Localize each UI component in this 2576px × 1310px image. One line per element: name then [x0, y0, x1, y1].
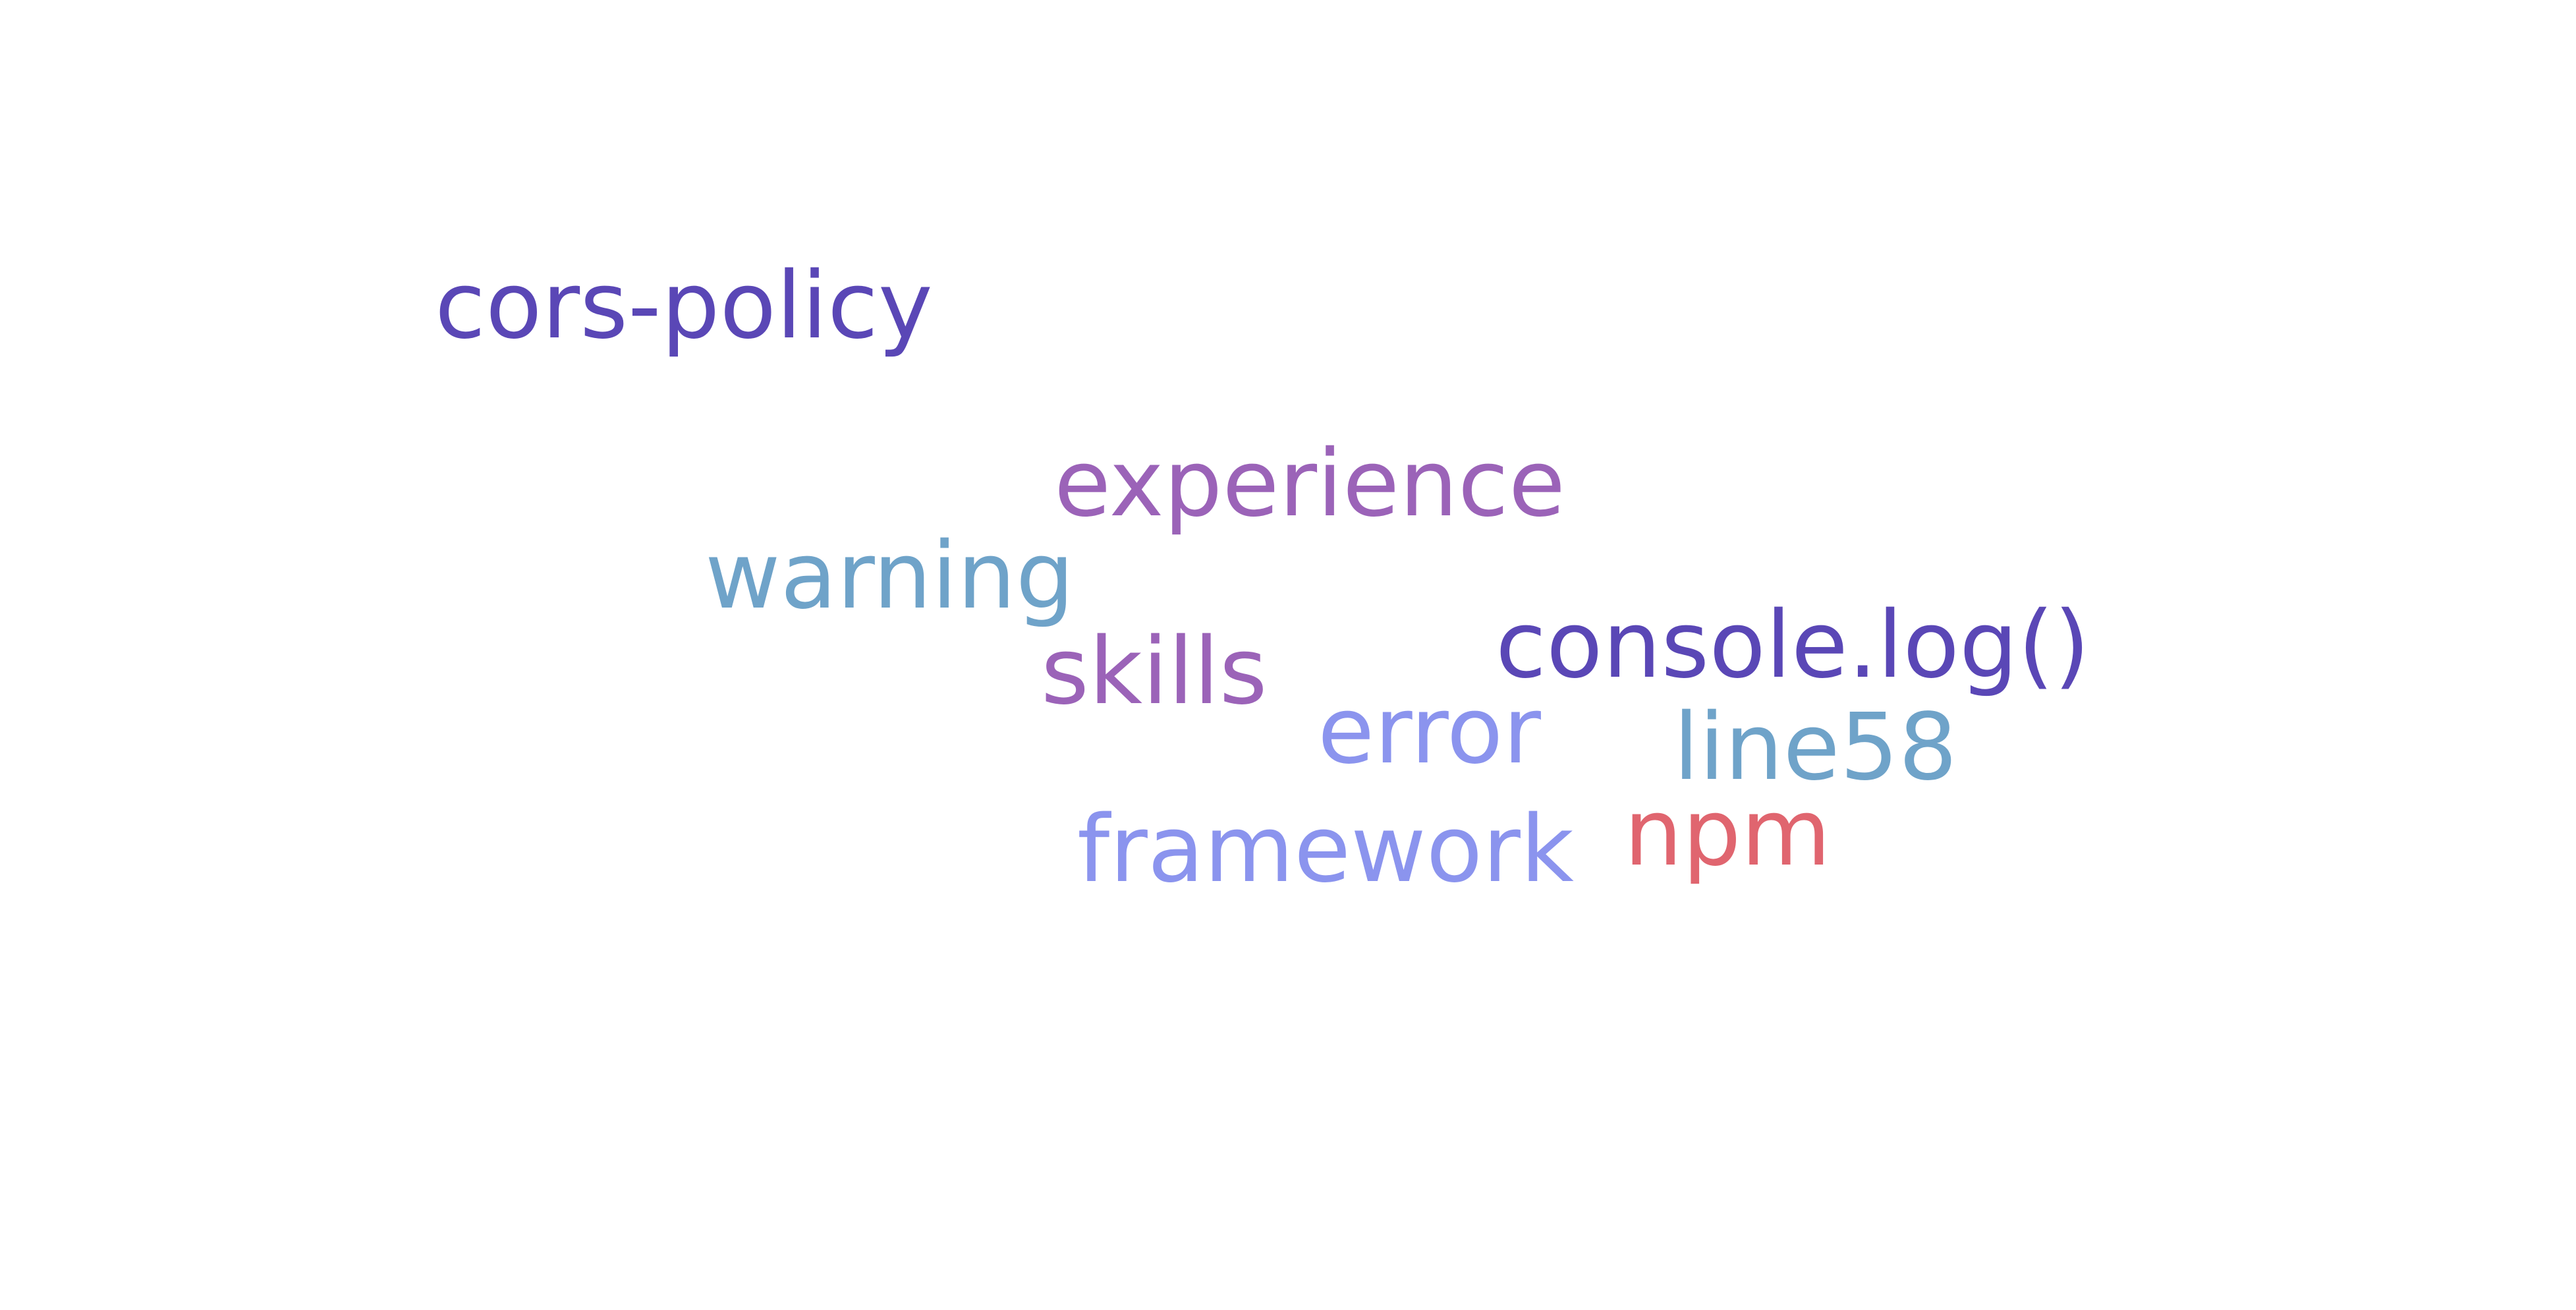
word-error: error	[1318, 677, 1541, 785]
word-npm: npm	[1624, 780, 1831, 887]
word-line58: line58	[1673, 694, 1957, 801]
word-warning: warning	[705, 523, 1075, 630]
word-skills: skills	[1041, 618, 1268, 726]
word-cors-policy: cors-policy	[435, 252, 933, 360]
word-framework: framework	[1077, 796, 1574, 903]
word-experience: experience	[1054, 430, 1565, 538]
word-console-log: console.log()	[1496, 592, 2090, 699]
